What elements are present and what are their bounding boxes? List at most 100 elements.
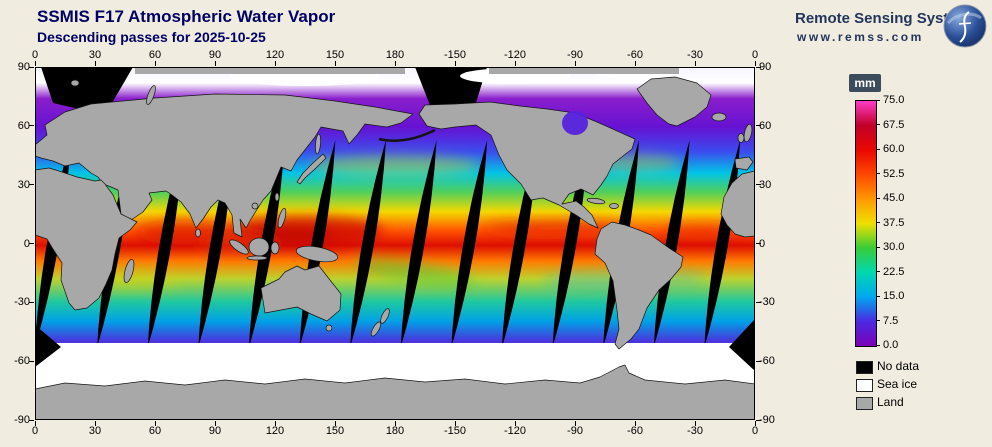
lat-tick-label: 60 — [759, 119, 772, 132]
lon-tick-mark — [514, 421, 516, 426]
lat-tick-label: 60 — [17, 119, 30, 132]
lat-tick-mark — [756, 243, 761, 244]
lon-tick-mark — [694, 421, 696, 426]
lat-tick-label: 90 — [759, 61, 772, 73]
lat-tick-mark — [29, 66, 34, 68]
lon-tick-mark — [34, 421, 36, 426]
lon-tick-label: 30 — [88, 425, 102, 437]
lon-tick-mark — [394, 61, 396, 66]
legend-swatch — [856, 379, 873, 392]
legend-item-label: Sea ice — [877, 377, 918, 391]
page-title: SSMIS F17 Atmospheric Water Vapor — [37, 7, 336, 26]
lat-tick-label: -60 — [759, 355, 775, 368]
lon-tick-label: 180 — [385, 425, 405, 437]
lat-tick-mark — [29, 419, 34, 421]
lon-tick-label: -90 — [567, 425, 583, 437]
lon-tick-label: -90 — [567, 49, 583, 61]
colorbar-tick-label: 37.5 — [883, 216, 905, 229]
legend-swatch — [856, 397, 873, 410]
legend-item-label: Land — [877, 395, 904, 409]
lat-tick-mark — [756, 301, 761, 303]
swath-gap — [653, 140, 690, 348]
swath-gap — [350, 140, 386, 348]
lon-tick-label: 120 — [265, 425, 285, 437]
lat-tick-label: 30 — [759, 178, 772, 191]
colorbar-tick-label: 30.0 — [883, 241, 905, 253]
colorbar-tick-mark — [876, 197, 880, 199]
map-frame — [35, 67, 755, 420]
colorbar-tick-label: 67.5 — [883, 118, 905, 131]
colorbar-tick-mark — [876, 295, 880, 297]
lon-tick-label: -120 — [503, 49, 527, 61]
hudson-bay-data — [562, 111, 588, 135]
lon-tick-mark — [454, 421, 456, 426]
lon-tick-label: 30 — [88, 49, 102, 61]
colorbar-tick-mark — [876, 148, 880, 150]
lat-tick-mark — [29, 125, 34, 127]
lon-tick-label: 150 — [325, 49, 345, 61]
branding-url[interactable]: www.remss.com — [797, 30, 924, 44]
colorbar-tick-mark — [876, 320, 880, 321]
colorbar-tick-label: 15.0 — [883, 290, 905, 302]
colorbar-tick-mark — [876, 271, 880, 272]
lat-tick-mark — [29, 184, 34, 186]
lon-tick-label: -30 — [687, 425, 703, 437]
branding-name: Remote Sensing Systems — [795, 10, 979, 27]
colorbar-tick-label: 7.5 — [883, 314, 899, 327]
lon-tick-label: 0 — [31, 49, 39, 61]
lon-tick-mark — [634, 61, 636, 66]
lat-tick-mark — [756, 419, 761, 421]
lat-tick-mark — [756, 184, 761, 186]
colorbar-tick-label: 45.0 — [883, 192, 905, 204]
lon-tick-mark — [514, 61, 516, 66]
lat-tick-mark — [756, 360, 761, 362]
lon-tick-mark — [574, 421, 576, 426]
remss-globe-logo-icon — [943, 4, 987, 48]
lat-tick-mark — [29, 243, 34, 244]
swath-gap — [400, 140, 437, 348]
legend-item-label: No data — [877, 359, 920, 373]
colorbar-tick-label: 60.0 — [883, 143, 905, 155]
lon-tick-label: -150 — [443, 425, 467, 437]
lat-tick-label: -30 — [759, 296, 775, 309]
lon-tick-mark — [634, 421, 636, 426]
colorbar — [855, 100, 877, 347]
lat-tick-mark — [29, 301, 34, 303]
lon-tick-label: 180 — [385, 49, 405, 61]
colorbar-tick-label: 52.5 — [883, 167, 905, 180]
lon-tick-mark — [94, 61, 96, 66]
swath-gap — [451, 140, 488, 348]
lon-tick-mark — [274, 61, 276, 66]
lon-tick-mark — [574, 61, 576, 66]
lat-tick-mark — [29, 360, 34, 362]
world-map — [35, 67, 755, 420]
lat-tick-mark — [756, 66, 761, 68]
lon-tick-label: -60 — [627, 49, 643, 61]
lon-tick-label: 150 — [325, 425, 345, 437]
lon-tick-label: -60 — [627, 425, 643, 437]
colorbar-tick-mark — [876, 222, 880, 223]
lon-tick-mark — [214, 421, 216, 426]
legend-swatch — [856, 361, 873, 374]
lon-tick-mark — [274, 421, 276, 426]
page-subtitle: Descending passes for 2025-10-25 — [37, 29, 266, 45]
lat-tick-label: -30 — [14, 296, 30, 309]
lat-tick-label: -90 — [759, 414, 775, 426]
lon-tick-label: -30 — [687, 49, 703, 61]
colorbar-unit-label: mm — [849, 74, 881, 92]
colorbar-tick-mark — [876, 173, 880, 174]
lon-tick-mark — [94, 421, 96, 426]
lat-tick-label: 0 — [759, 237, 766, 250]
lat-tick-label: 90 — [17, 61, 30, 73]
lon-tick-mark — [334, 421, 336, 426]
lon-tick-label: 0 — [751, 425, 759, 437]
lat-tick-label: 0 — [23, 237, 30, 250]
lon-tick-label: -120 — [503, 425, 527, 437]
lat-tick-label: 30 — [17, 178, 30, 191]
lat-tick-label: -60 — [14, 355, 30, 368]
lon-tick-mark — [694, 61, 696, 66]
colorbar-tick-label: 22.5 — [883, 265, 905, 278]
colorbar-tick-mark — [876, 246, 880, 248]
lon-tick-mark — [754, 61, 756, 66]
lon-tick-label: 90 — [208, 425, 222, 437]
